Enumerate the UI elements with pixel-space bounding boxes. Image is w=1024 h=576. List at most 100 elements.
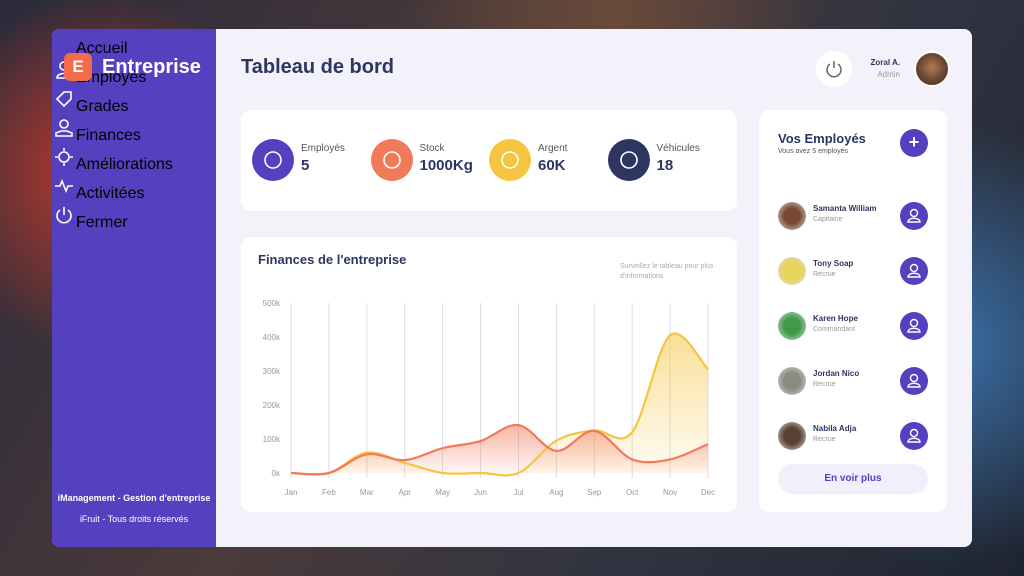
profile-icon: [907, 208, 921, 223]
employee-profile-button[interactable]: [900, 257, 928, 285]
employee-avatar: [778, 422, 806, 450]
employee-profile-button[interactable]: [900, 367, 928, 395]
employee-profile-button[interactable]: [900, 312, 928, 340]
user-role: Admin: [877, 70, 900, 79]
employee-avatar: [778, 312, 806, 340]
menu-item[interactable]: Fermer: [52, 203, 216, 232]
x-tick-label: Apr: [399, 488, 412, 497]
employee-name: Nabila Adja: [813, 424, 857, 433]
profile-icon: [907, 263, 921, 278]
employees-card: Vos Employés Vous avez 5 employés + Sama…: [759, 110, 947, 512]
stat-label: Véhicules: [656, 143, 700, 154]
add-employee-button[interactable]: +: [900, 129, 928, 157]
employee-name: Tony Soap: [813, 259, 854, 268]
menu-icon: [55, 119, 73, 137]
x-tick-label: Oct: [626, 488, 639, 497]
profile-icon: [907, 318, 921, 333]
employee-role: Commandant: [813, 326, 856, 333]
stat-label: Stock: [419, 143, 445, 154]
x-tick-label: Jun: [474, 488, 487, 497]
stat-label: Argent: [538, 143, 568, 154]
employee-name: Jordan Nico: [813, 369, 860, 378]
brand-name: Entreprise: [102, 56, 201, 78]
stat-label: Employés: [301, 143, 345, 154]
menu-item[interactable]: Finances: [52, 116, 216, 145]
footer-copyright: iFruit - Tous droits réservés: [79, 514, 189, 524]
x-tick-label: Nov: [663, 488, 677, 497]
x-tick-label: Dec: [701, 488, 715, 497]
x-tick-label: Jan: [285, 488, 298, 497]
brand-logo: E: [64, 53, 92, 81]
stat-glyph: [264, 151, 282, 169]
menu-label: Grades: [76, 98, 129, 115]
power-icon: [826, 61, 842, 78]
y-tick-label: 500k: [263, 299, 281, 308]
user-name: Zoral A.: [870, 58, 900, 67]
employee-profile-button[interactable]: [900, 422, 928, 450]
stat-value: 18: [656, 157, 674, 174]
sidebar: E Entreprise Accueil Employés Grades Financ…: [52, 29, 216, 547]
x-tick-label: Mar: [360, 488, 374, 497]
menu-item[interactable]: Accueil: [52, 29, 216, 58]
stat-icon: [370, 139, 413, 181]
stat-value: 60K: [538, 157, 566, 174]
footer-title: iManagement - Gestion d'entreprise: [57, 493, 211, 503]
x-tick-label: May: [435, 488, 450, 497]
employee-role: Recrue: [813, 381, 836, 388]
employee-profile-button[interactable]: [900, 202, 928, 230]
x-tick-label: Feb: [322, 488, 336, 497]
menu-label: Accueil: [76, 40, 128, 57]
menu: Accueil Employés Grades Finances Amélioratio…: [52, 29, 216, 232]
menu-label: Employés: [76, 69, 147, 86]
x-tick-label: Aug: [549, 488, 563, 497]
menu-item[interactable]: Grades: [52, 87, 216, 116]
chart-title: Finances de l'entreprise: [258, 252, 407, 267]
stat-icon: [607, 139, 650, 181]
stats-card: Employés 5 Stock 1000Kg Argent 60K Véhicules 18: [241, 110, 737, 211]
stat-icon: [489, 139, 531, 181]
area: [291, 424, 708, 475]
y-tick-label: 300k: [263, 367, 281, 376]
menu-label: Finances: [76, 127, 141, 144]
chart-note: Surveillez le tableau pour plus d'inform…: [620, 263, 714, 280]
employee-role: Capitaine: [813, 216, 843, 223]
power-button[interactable]: [816, 51, 852, 87]
x-tick-label: Sep: [587, 488, 602, 497]
y-tick-label: 0k: [272, 469, 281, 478]
employees-subtitle: Vous avez 5 employés: [778, 148, 849, 155]
page-title: Tableau de bord: [241, 56, 394, 78]
stat-glyph: [619, 151, 638, 169]
menu-item[interactable]: Activitées: [52, 174, 216, 203]
employee-avatar: [778, 257, 806, 285]
stat-value: 5: [301, 157, 310, 174]
see-more-button[interactable]: En voir plus: [778, 464, 928, 494]
line: [290, 423, 709, 476]
y-tick-label: 100k: [263, 435, 281, 444]
menu-label: Fermer: [76, 214, 128, 231]
menu-label: Activitées: [76, 185, 145, 202]
y-tick-label: 200k: [263, 401, 281, 410]
menu-icon: [55, 178, 73, 194]
menu-item[interactable]: Améliorations: [52, 145, 216, 174]
stat-glyph: [382, 151, 401, 169]
menu-icon: [55, 148, 73, 166]
employee-avatar: [778, 367, 806, 395]
x-tick-label: Jul: [513, 488, 523, 497]
line: [290, 332, 709, 477]
employee-name: Samanta William: [813, 204, 877, 213]
user-avatar[interactable]: [914, 51, 950, 87]
menu-icon: [55, 91, 72, 108]
employees-title: Vos Employés: [778, 131, 866, 146]
y-tick-label: 400k: [263, 333, 281, 342]
employee-role: Recrue: [813, 436, 836, 443]
employee-name: Karen Hope: [813, 314, 858, 323]
profile-icon: [907, 428, 921, 443]
stat-glyph: [501, 151, 519, 169]
stat-value: 1000Kg: [419, 157, 473, 174]
profile-icon: [907, 373, 921, 388]
stat-icon: [252, 139, 294, 181]
menu-icon: [56, 32, 72, 49]
